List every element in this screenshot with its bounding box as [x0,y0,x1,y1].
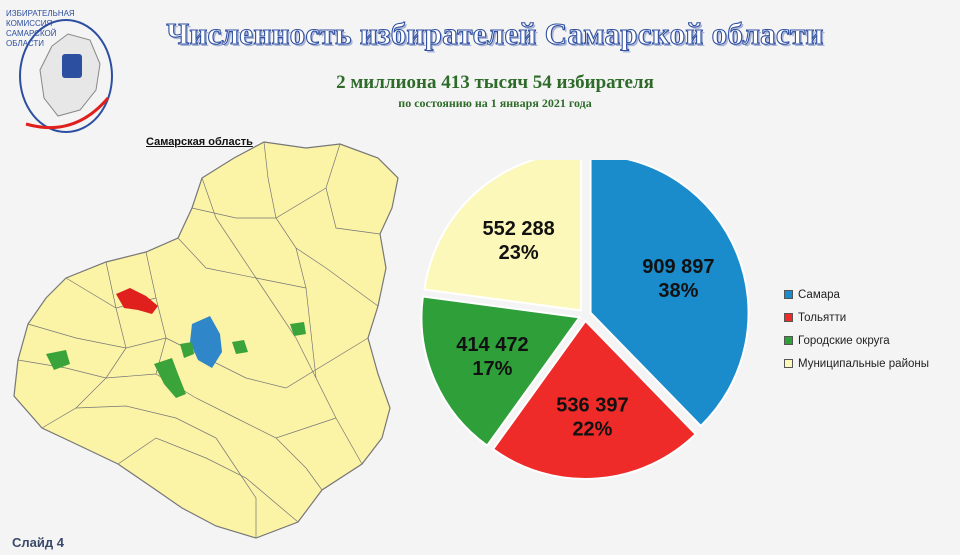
city-okrug-area [180,342,194,358]
slice-samara [589,160,750,428]
slice-percent-label: 17% [472,358,512,380]
tolyatti-area [116,288,158,314]
legend-label: Тольятти [798,311,847,324]
slice-value-label: 909 897 [642,256,714,278]
city-okrug-area [232,340,248,354]
legend-label: Городские округа [798,334,890,347]
city-okrug-area [154,358,186,398]
slice-value-label: 414 472 [456,334,528,356]
date-note: по состоянию на 1 января 2021 года [398,96,592,110]
legend-item: Самара [784,283,929,306]
map-title: Самарская область [146,136,253,148]
slice-city-okrugs [420,295,582,447]
slice-value-label: 536 397 [556,395,628,417]
logo-text-line-1: ИЗБИРАТЕЛЬНАЯ [6,9,75,18]
slide-number: Слайд 4 [12,535,64,550]
logo-text-line-3: САМАРСКОЙ [6,29,57,38]
legend-swatch [784,359,793,368]
legend-item: Городские округа [784,329,929,352]
samara-region-map [13,141,399,539]
voters-total: 2 миллиона 413 тысяч 54 избирателя [336,72,654,93]
slice-percent-label: 38% [658,280,698,302]
logo-text-line-2: КОМИССИЯ [6,19,53,28]
logo-text-line-4: ОБЛАСТИ [6,39,44,48]
election-commission-logo: ИЗБИРАТЕЛЬНАЯ КОМИССИЯ САМАРСКОЙ ОБЛАСТИ [6,9,113,133]
slice-value-label: 552 288 [482,218,554,240]
slice-percent-label: 22% [572,419,612,441]
legend-item: Тольятти [784,306,929,329]
legend-swatch [784,290,793,299]
slice-percent-label: 23% [499,242,539,264]
page-title: Численность избирателей Самарской област… [166,15,824,51]
city-okrug-area [46,350,70,370]
chart-legend: Самара Тольятти Городские округа Муниципаль… [784,283,929,375]
legend-item: Муниципальные районы [784,352,929,375]
legend-label: Самара [798,288,840,301]
slice-tolyatti [491,319,698,480]
slice-municipal-districts [423,160,583,312]
city-okrug-area [290,322,306,336]
samara-area [190,316,222,368]
legend-swatch [784,313,793,322]
legend-swatch [784,336,793,345]
legend-label: Муниципальные районы [798,357,930,370]
